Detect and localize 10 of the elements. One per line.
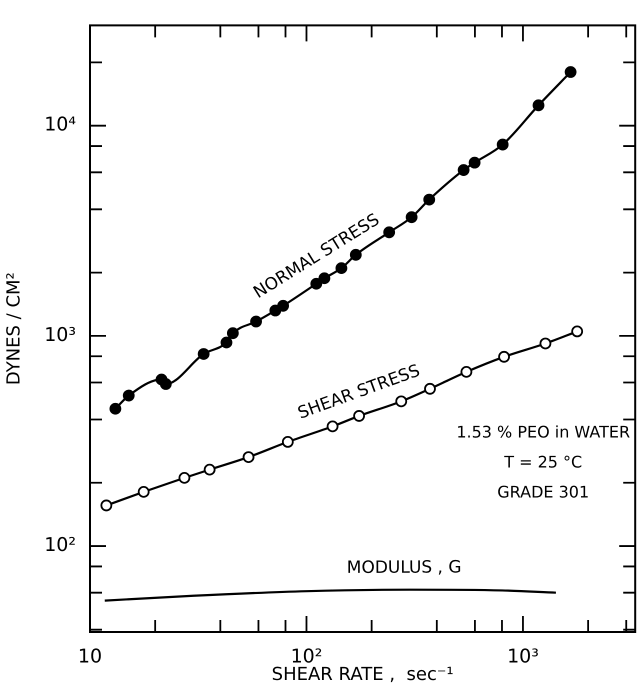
x-tick-label: 10: [78, 645, 102, 668]
annotation: GRADE 301: [497, 482, 590, 502]
annotation: 1.53 % PEO in WATER: [456, 422, 630, 442]
annotation: T = 25 °C: [503, 452, 582, 472]
x-tick-label: 10³: [507, 645, 539, 668]
series-label: MODULUS , G: [346, 558, 462, 578]
y-tick-label: 10⁴: [44, 114, 76, 136]
y-tick-label: 10²: [44, 534, 76, 556]
y-axis-title: DYNES / CM²: [3, 272, 24, 386]
y-tick-label: 10³: [44, 324, 76, 346]
